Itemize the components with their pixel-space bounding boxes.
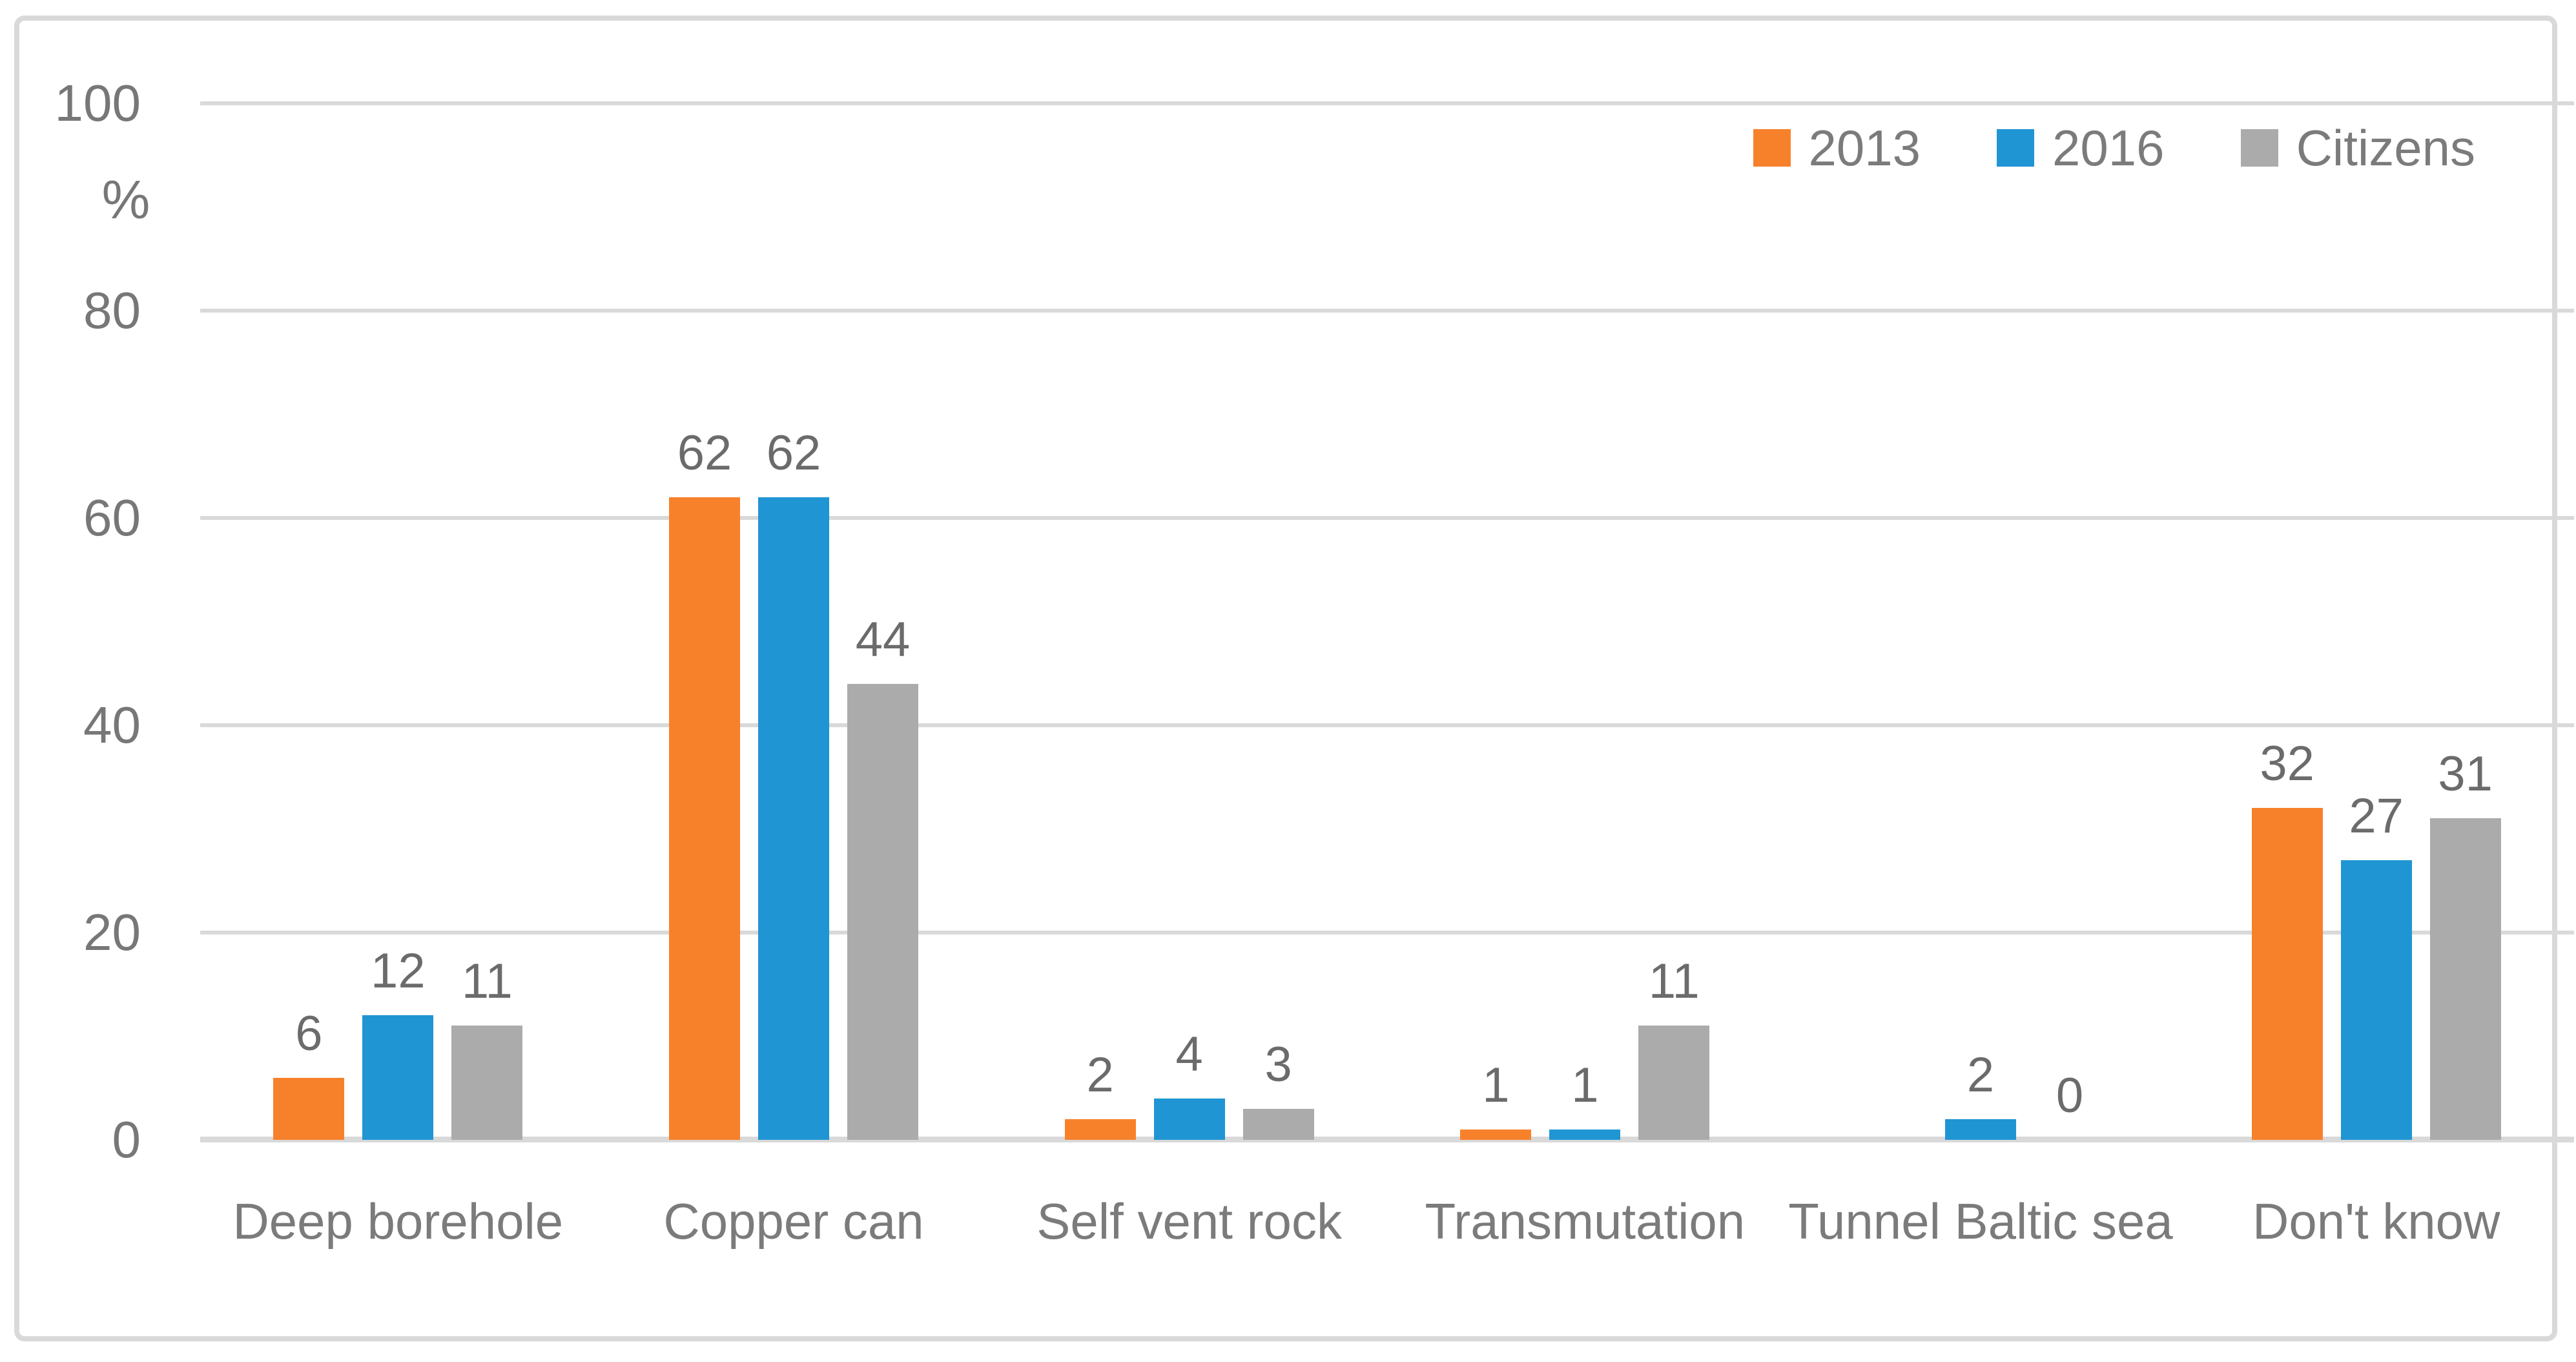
data-label-2016-tunnel-baltic-sea: 2 bbox=[1966, 1047, 1995, 1102]
legend-label-2013: 2013 bbox=[1808, 119, 1921, 176]
bar-group-deep-borehole: 6 12 11 bbox=[200, 103, 596, 1140]
category-label-deep-borehole: Deep borehole bbox=[232, 1193, 564, 1250]
bar-group-don-t-know: 32 27 31 bbox=[2178, 103, 2574, 1140]
bar-citizens-self-vent-rock bbox=[1242, 1108, 1314, 1140]
bar-groups: 6 12 11 62 62 44 2 4 3 1 1 11 2 0 32 27 31 bbox=[200, 103, 2574, 1140]
legend-item-2016: 2016 bbox=[1997, 123, 2165, 173]
y-axis-title: % bbox=[101, 169, 150, 230]
legend-item-2013: 2013 bbox=[1753, 123, 1921, 173]
bar-2016-deep-borehole bbox=[362, 1015, 434, 1140]
data-label-citizens-don-t-know: 31 bbox=[2438, 747, 2493, 802]
bar-2016-don-t-know bbox=[2340, 860, 2412, 1140]
bar-slot-2016-self-vent-rock: 4 bbox=[1153, 103, 1225, 1140]
bar-2013-transmutation bbox=[1460, 1129, 1532, 1140]
gridline-100 bbox=[200, 101, 2574, 105]
bar-2013-copper-can bbox=[669, 497, 740, 1140]
gridline-80 bbox=[200, 309, 2574, 313]
data-label-2016-don-t-know: 27 bbox=[2349, 788, 2404, 843]
legend-label-2016: 2016 bbox=[2052, 119, 2165, 176]
data-label-citizens-self-vent-rock: 3 bbox=[1264, 1037, 1292, 1092]
legend: 2013 2016 Citizens bbox=[1753, 123, 2475, 173]
data-label-2013-don-t-know: 32 bbox=[2260, 736, 2314, 792]
data-label-citizens-deep-borehole: 11 bbox=[461, 954, 513, 1009]
bar-slot-citizens-self-vent-rock: 3 bbox=[1242, 103, 1314, 1140]
bar-slot-citizens-copper-can: 44 bbox=[847, 103, 918, 1140]
gridline-40 bbox=[200, 723, 2574, 727]
legend-swatch-citizens bbox=[2240, 129, 2278, 167]
bar-slot-2016-transmutation: 1 bbox=[1549, 103, 1621, 1140]
bar-slot-2016-copper-can: 62 bbox=[758, 103, 829, 1140]
data-label-citizens-transmutation: 11 bbox=[1648, 954, 1700, 1009]
bar-slot-citizens-don-t-know: 31 bbox=[2429, 103, 2501, 1140]
legend-swatch-2013 bbox=[1753, 129, 1791, 167]
category-label-copper-can: Copper can bbox=[663, 1193, 924, 1250]
x-axis-line bbox=[200, 1137, 2574, 1142]
bar-slot-citizens-tunnel-baltic-sea: 0 bbox=[2034, 103, 2105, 1140]
y-tick-60: 60 bbox=[83, 489, 141, 546]
bar-citizens-deep-borehole bbox=[451, 1026, 523, 1140]
bar-slot-2013-don-t-know: 32 bbox=[2251, 103, 2323, 1140]
y-tick-100: 100 bbox=[54, 74, 141, 132]
bar-slot-2013-deep-borehole: 6 bbox=[273, 103, 345, 1140]
plot-area: 6 12 11 62 62 44 2 4 3 1 1 11 2 0 32 27 31 bbox=[200, 101, 2574, 1142]
data-label-2013-self-vent-rock: 2 bbox=[1086, 1047, 1114, 1102]
bar-citizens-copper-can bbox=[847, 683, 918, 1140]
bar-slot-2013-tunnel-baltic-sea bbox=[1856, 103, 1927, 1140]
data-label-2013-transmutation: 1 bbox=[1482, 1057, 1510, 1113]
category-label-tunnel-baltic-sea: Tunnel Baltic sea bbox=[1788, 1193, 2173, 1250]
bar-group-transmutation: 1 1 11 bbox=[1387, 103, 1783, 1140]
bar-2013-don-t-know bbox=[2251, 808, 2323, 1140]
bar-slot-2013-transmutation: 1 bbox=[1460, 103, 1532, 1140]
data-label-2013-copper-can: 62 bbox=[677, 425, 732, 480]
bar-slot-2016-tunnel-baltic-sea: 2 bbox=[1945, 103, 2017, 1140]
category-label-transmutation: Transmutation bbox=[1425, 1193, 1746, 1250]
bar-2016-self-vent-rock bbox=[1153, 1098, 1225, 1140]
legend-swatch-2016 bbox=[1997, 129, 2035, 167]
category-label-self-vent-rock: Self vent rock bbox=[1036, 1193, 1342, 1250]
bar-citizens-don-t-know bbox=[2429, 818, 2501, 1140]
bar-slot-2016-deep-borehole: 12 bbox=[362, 103, 434, 1140]
category-label-don-t-know: Don't know bbox=[2252, 1193, 2500, 1250]
y-tick-20: 20 bbox=[83, 903, 141, 961]
data-label-citizens-copper-can: 44 bbox=[855, 612, 911, 667]
y-tick-40: 40 bbox=[83, 696, 141, 754]
gridline-20 bbox=[200, 931, 2574, 934]
data-label-2016-self-vent-rock: 4 bbox=[1175, 1026, 1203, 1082]
category-axis-labels: Deep borehole Copper can Self vent rock Tra… bbox=[200, 1140, 2574, 1255]
data-label-2016-copper-can: 62 bbox=[766, 425, 821, 480]
bar-slot-2013-self-vent-rock: 2 bbox=[1064, 103, 1136, 1140]
data-label-2013-deep-borehole: 6 bbox=[295, 1006, 323, 1061]
bar-group-self-vent-rock: 2 4 3 bbox=[991, 103, 1387, 1140]
gridline-60 bbox=[200, 516, 2574, 520]
bar-2016-transmutation bbox=[1549, 1129, 1621, 1140]
legend-item-citizens: Citizens bbox=[2240, 119, 2475, 176]
data-label-2016-transmutation: 1 bbox=[1571, 1057, 1599, 1113]
bar-2013-deep-borehole bbox=[273, 1077, 345, 1140]
data-label-citizens-tunnel-baltic-sea: 0 bbox=[2056, 1068, 2084, 1123]
data-label-2016-deep-borehole: 12 bbox=[371, 944, 426, 999]
bar-citizens-transmutation bbox=[1638, 1026, 1710, 1140]
bar-slot-citizens-deep-borehole: 11 bbox=[451, 103, 523, 1140]
bar-slot-2016-don-t-know: 27 bbox=[2340, 103, 2412, 1140]
bar-2016-tunnel-baltic-sea bbox=[1945, 1119, 2017, 1140]
bar-group-copper-can: 62 62 44 bbox=[596, 103, 992, 1140]
bar-slot-2013-copper-can: 62 bbox=[669, 103, 740, 1140]
bar-2016-copper-can bbox=[758, 497, 829, 1140]
y-tick-0: 0 bbox=[112, 1111, 141, 1168]
bar-slot-citizens-transmutation: 11 bbox=[1638, 103, 1710, 1140]
legend-label-citizens: Citizens bbox=[2296, 119, 2475, 176]
y-tick-80: 80 bbox=[83, 282, 141, 339]
bar-2013-self-vent-rock bbox=[1064, 1119, 1136, 1140]
chart-frame: % 0 20 40 60 80 100 6 12 11 62 62 44 2 4 3 1 1 11 2 0 32 27 3… bbox=[14, 15, 2574, 1341]
